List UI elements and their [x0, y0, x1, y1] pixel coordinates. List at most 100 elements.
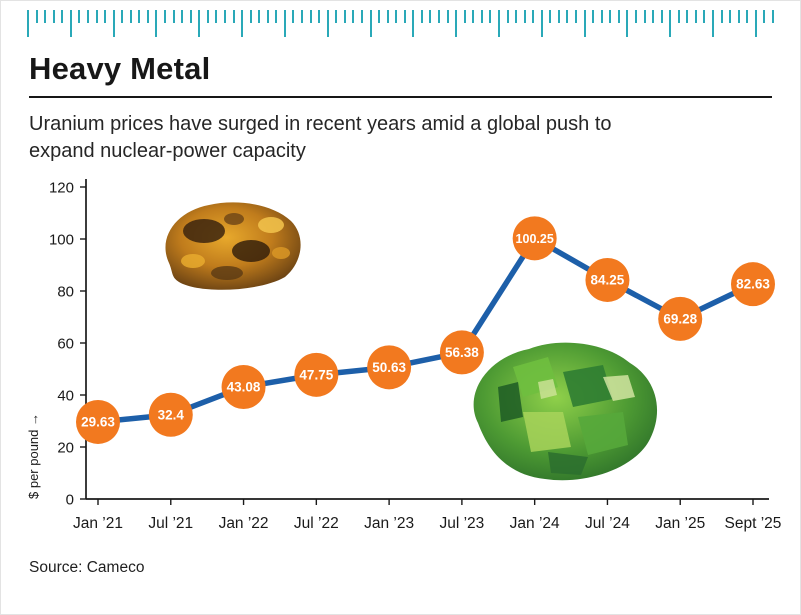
- ruler-tick: [583, 10, 586, 37]
- y-tick-label: 40: [57, 388, 74, 405]
- data-point-value: 43.08: [227, 379, 261, 394]
- ruler-tick: [266, 10, 269, 23]
- ruler-tick: [540, 10, 543, 37]
- ruler-tick: [617, 10, 620, 23]
- ruler-tick: [720, 10, 723, 23]
- price-line-chart: 0 20 40 60 80 100 120 Jan ’21 Jul ’21 Jan ’22 Jul …: [26, 179, 781, 532]
- ruler-tick: [318, 10, 321, 23]
- ruler-tick: [61, 10, 64, 23]
- ruler-tick: [489, 10, 492, 23]
- ruler-tick: [703, 10, 706, 23]
- ruler-tick: [198, 10, 201, 37]
- ruler-tick: [27, 10, 29, 37]
- ruler-tick: [215, 10, 218, 23]
- uranium-price-chart: 0 20 40 60 80 100 120 Jan ’21 Jul ’21 Jan ’22 Jul …: [1, 169, 800, 549]
- ruler-tick: [352, 10, 355, 23]
- data-point-marker: [367, 345, 412, 390]
- ruler-tick: [78, 10, 81, 23]
- ruler-tick: [660, 10, 663, 23]
- ruler-tick: [292, 10, 295, 23]
- ruler-tick: [309, 10, 312, 23]
- ruler-tick: [746, 10, 749, 23]
- ruler-tick: [463, 10, 466, 23]
- ruler-tick: [771, 10, 774, 23]
- data-point-value: 56.38: [445, 345, 479, 360]
- ruler-tick: [164, 10, 166, 23]
- ruler-tick: [326, 10, 329, 37]
- data-point-marker: [294, 352, 339, 397]
- y-tick-label: 100: [49, 232, 74, 249]
- ruler-tick: [155, 10, 158, 37]
- data-point-value: 50.63: [372, 360, 406, 375]
- ruler-tick: [172, 10, 175, 23]
- y-axis-title: $ per pound →: [26, 413, 41, 499]
- ruler-tick: [472, 10, 475, 23]
- ruler-tick: [104, 10, 107, 23]
- ruler-tick: [138, 10, 141, 23]
- ruler-tick: [455, 10, 458, 37]
- ruler-tick: [609, 10, 612, 23]
- source-credit: Source: Cameco: [29, 559, 145, 576]
- ruler-tick: [575, 10, 577, 23]
- ruler-tick: [258, 10, 261, 23]
- ruler-tick: [206, 10, 209, 23]
- ruler-tick: [557, 10, 560, 23]
- ruler-tick: [403, 10, 406, 23]
- ruler-tick: [592, 10, 595, 23]
- ruler-tick: [549, 10, 552, 23]
- ruler-tick: [223, 10, 226, 23]
- y-tick-label: 60: [57, 336, 74, 353]
- ruler-tick: [420, 10, 423, 23]
- ruler-tick: [35, 10, 38, 23]
- ruler-tick: [378, 10, 381, 23]
- data-point-marker: [76, 399, 120, 444]
- ruler-tick: [600, 10, 603, 23]
- ruler-tick: [301, 10, 303, 23]
- ruler-tick: [146, 10, 149, 23]
- ruler-tick: [412, 10, 415, 37]
- x-tick-label: Jan ’23: [364, 515, 414, 532]
- ruler-tick: [369, 10, 372, 37]
- ruler-tick: [669, 10, 672, 37]
- ruler-tick: [249, 10, 252, 23]
- ruler-tick: [112, 10, 115, 37]
- ruler-tick: [386, 10, 389, 23]
- ruler-tick: [86, 10, 89, 23]
- data-point-marker: [439, 330, 484, 375]
- y-tick-label: 120: [49, 180, 74, 197]
- data-point-marker: [731, 262, 775, 307]
- ruler-tick: [429, 10, 432, 23]
- ruler-tick: [712, 10, 714, 37]
- ruler-tick: [515, 10, 518, 23]
- data-point-value: 82.63: [736, 277, 770, 292]
- data-point-value: 32.4: [158, 407, 185, 422]
- data-point-value: 29.63: [81, 414, 115, 429]
- x-tick-label: Jan ’25: [655, 515, 705, 532]
- ruler-tick: [754, 10, 757, 37]
- ruler-tick: [497, 10, 500, 37]
- ruler-tick: [121, 10, 124, 23]
- ruler-tick: [335, 10, 338, 23]
- ruler-tick: [181, 10, 184, 23]
- ruler-tick: [69, 10, 72, 37]
- x-tick-label: Jul ’23: [439, 515, 484, 532]
- x-tick-label: Jul ’24: [585, 515, 630, 532]
- ruler-tick: [438, 10, 440, 23]
- ruler-tick: [643, 10, 646, 23]
- y-tick-label: 20: [57, 440, 74, 457]
- data-point-marker: [221, 364, 266, 409]
- data-point-marker: [585, 257, 630, 302]
- ruler-tick: [52, 10, 55, 23]
- x-tick-label: Jul ’22: [294, 515, 339, 532]
- ruler-tick: [44, 10, 47, 23]
- x-tick-label: Jan ’24: [510, 515, 560, 532]
- data-point-value: 47.75: [299, 367, 333, 382]
- ruler-tick: [532, 10, 535, 23]
- ruler-tick: [129, 10, 132, 23]
- price-line: [95, 235, 756, 425]
- ruler-tick: [686, 10, 689, 23]
- x-tick-label: Jan ’21: [73, 515, 123, 532]
- ruler-tick: [275, 10, 278, 23]
- ruler-tick: [677, 10, 680, 23]
